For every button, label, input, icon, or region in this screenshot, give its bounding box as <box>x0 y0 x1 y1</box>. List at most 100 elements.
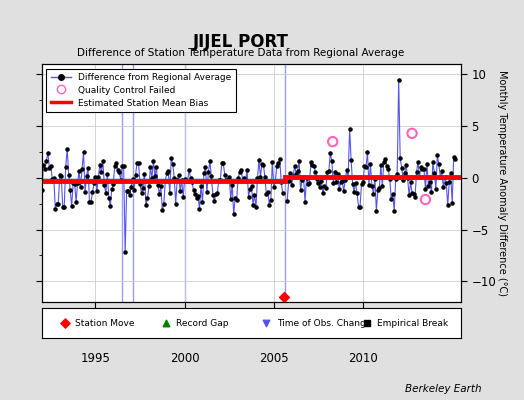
Point <box>268 159 277 165</box>
Point <box>314 180 323 186</box>
Point <box>340 188 348 194</box>
Point <box>182 178 190 184</box>
Point <box>409 191 418 198</box>
Point <box>400 170 409 176</box>
Point <box>204 169 213 175</box>
Point <box>162 170 171 176</box>
Point <box>188 179 196 185</box>
Point <box>369 190 378 197</box>
Point <box>253 175 261 182</box>
Point <box>160 200 168 207</box>
Point <box>54 200 62 207</box>
Point <box>191 191 199 197</box>
Point <box>276 156 284 163</box>
Point <box>442 180 451 186</box>
Point <box>235 169 244 175</box>
Point <box>411 194 419 200</box>
Point <box>256 174 265 180</box>
Point <box>77 184 85 190</box>
Point <box>448 200 456 206</box>
Point <box>63 146 71 152</box>
Point <box>201 164 210 170</box>
Point <box>335 186 343 192</box>
Point <box>258 161 266 167</box>
Point <box>443 202 452 208</box>
Point <box>328 158 336 164</box>
Point <box>393 171 401 177</box>
Point <box>78 166 86 172</box>
Point <box>374 187 382 193</box>
Point <box>386 176 394 182</box>
Point <box>42 158 51 164</box>
Point <box>378 182 387 189</box>
Point <box>408 130 416 136</box>
Point <box>379 159 388 165</box>
Point <box>82 173 91 179</box>
Point <box>270 184 278 190</box>
Point <box>362 164 370 170</box>
Point <box>264 189 272 196</box>
Point <box>106 203 114 209</box>
Point <box>432 186 440 192</box>
Point <box>417 164 425 170</box>
Point <box>298 177 306 184</box>
Point <box>230 211 238 218</box>
Point <box>219 160 227 167</box>
Point <box>395 76 403 83</box>
Point <box>387 196 396 202</box>
Point <box>441 174 449 180</box>
Point <box>344 174 352 180</box>
Point <box>189 187 198 194</box>
Text: Record Gap: Record Gap <box>176 318 228 328</box>
Point <box>317 178 325 184</box>
Point <box>247 183 256 190</box>
Point <box>157 182 165 189</box>
Point <box>100 182 108 188</box>
Point <box>222 176 231 183</box>
Point <box>338 178 346 184</box>
Point <box>425 178 434 185</box>
Point <box>375 184 384 191</box>
Point <box>194 192 202 199</box>
Text: Empirical Break: Empirical Break <box>377 318 449 328</box>
Point <box>399 176 407 183</box>
Point <box>242 178 250 184</box>
Point <box>403 175 412 182</box>
Point <box>421 186 430 192</box>
Point <box>329 138 337 145</box>
Text: Time of Obs. Change: Time of Obs. Change <box>277 318 371 328</box>
Point <box>228 182 236 188</box>
Point <box>357 181 366 187</box>
Point <box>233 197 241 203</box>
Point <box>320 183 329 189</box>
Point <box>207 173 215 180</box>
Point <box>149 158 158 164</box>
Point <box>103 171 112 177</box>
Point <box>262 191 270 197</box>
Point <box>446 170 455 176</box>
Point <box>128 176 137 182</box>
Point <box>45 164 53 171</box>
Point <box>84 164 92 171</box>
Point <box>105 195 113 201</box>
Point <box>408 190 416 196</box>
Point <box>180 176 189 182</box>
Point <box>412 169 421 175</box>
Point <box>94 174 103 180</box>
Point <box>325 168 333 174</box>
Point <box>384 166 392 173</box>
Point <box>389 191 397 198</box>
Point <box>224 176 232 183</box>
Point <box>47 163 55 169</box>
Point <box>197 182 205 189</box>
Point <box>345 126 354 132</box>
Point <box>421 196 430 203</box>
Point <box>326 149 334 156</box>
Point <box>124 188 133 194</box>
Point <box>198 199 206 205</box>
Point <box>297 187 305 193</box>
Point <box>154 182 162 188</box>
Point <box>99 158 107 164</box>
Point <box>210 198 219 204</box>
Point <box>164 168 172 174</box>
